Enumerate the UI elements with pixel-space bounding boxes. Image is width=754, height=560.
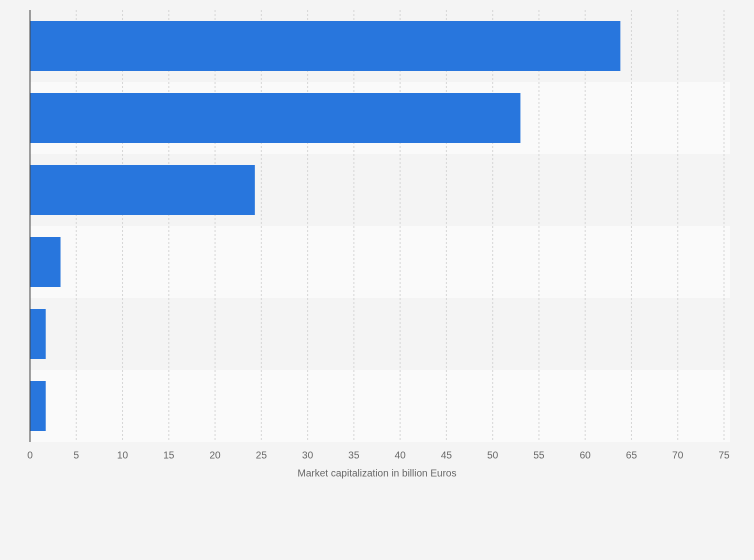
- bar: [30, 309, 46, 359]
- bar: [30, 237, 61, 287]
- x-tick-label: 40: [395, 451, 407, 462]
- x-tick-label: 25: [256, 451, 268, 462]
- bars: [30, 21, 621, 431]
- x-tick-label: 10: [117, 451, 129, 462]
- bar: [30, 381, 46, 431]
- bands: [30, 10, 730, 442]
- x-tick-label: 0: [27, 451, 33, 462]
- x-tick-label: 5: [73, 451, 79, 462]
- x-tick-label: 60: [580, 451, 592, 462]
- band: [30, 370, 730, 442]
- bar: [30, 165, 255, 215]
- x-tick-label: 70: [672, 451, 684, 462]
- band: [30, 226, 730, 298]
- band: [30, 298, 730, 370]
- x-tick-label: 75: [718, 451, 730, 462]
- bar: [30, 21, 621, 71]
- x-tick-label: 50: [487, 451, 499, 462]
- x-tick-label: 55: [533, 451, 545, 462]
- x-tick-label: 45: [441, 451, 453, 462]
- x-tick-label: 35: [348, 451, 360, 462]
- x-axis-label: Market capitalization in billion Euros: [298, 469, 457, 480]
- bar: [30, 93, 521, 143]
- x-tick-label: 65: [626, 451, 638, 462]
- x-tick-label: 20: [210, 451, 222, 462]
- x-tick-label: 15: [163, 451, 175, 462]
- x-tick-label: 30: [302, 451, 314, 462]
